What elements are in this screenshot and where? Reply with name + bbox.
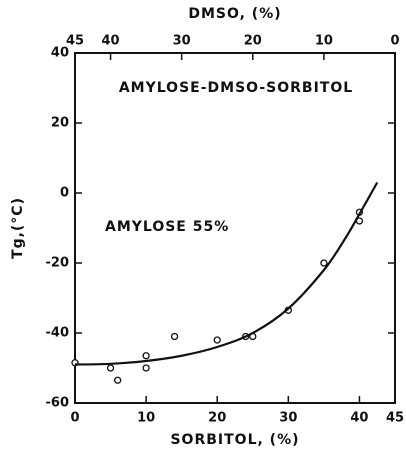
y-tick-label: 20: [51, 116, 69, 131]
x-tick-label: 30: [279, 411, 297, 426]
annotation: AMYLOSE 55%: [105, 219, 229, 235]
data-point: [142, 352, 150, 360]
x-tick-label: 20: [208, 411, 226, 426]
x2-tick-label: 0: [390, 34, 399, 49]
data-point: [114, 376, 122, 384]
annotation: AMYLOSE-DMSO-SORBITOL: [119, 80, 353, 96]
x2-tick-label: 20: [244, 34, 262, 49]
y-tick-label: -20: [46, 256, 70, 271]
plot-frame: [74, 52, 396, 404]
data-point: [320, 259, 328, 267]
y-tick-label: -60: [46, 396, 70, 411]
x-axis-label: SORBITOL, (%): [170, 432, 299, 448]
x2-tick-label: 10: [315, 34, 333, 49]
data-point: [213, 336, 221, 344]
y-tick-label: 40: [51, 46, 69, 61]
x-tick-label: 45: [386, 411, 404, 426]
x-tick-label: 40: [350, 411, 368, 426]
x2-tick-label: 45: [66, 34, 84, 49]
data-point: [142, 364, 150, 372]
y-tick-label: 0: [60, 186, 69, 201]
x-tick-label: 10: [137, 411, 155, 426]
y-tick-label: -40: [46, 326, 70, 341]
data-point: [106, 364, 115, 372]
x-tick-label: 0: [70, 411, 79, 426]
fit-curve: [74, 181, 379, 366]
x2-tick-label: 30: [173, 34, 191, 49]
x2-axis-label: DMSO, (%): [188, 6, 281, 22]
x2-tick-label: 40: [102, 34, 120, 49]
data-point: [170, 332, 179, 341]
y-axis-label: Tg,(°C): [10, 197, 26, 259]
